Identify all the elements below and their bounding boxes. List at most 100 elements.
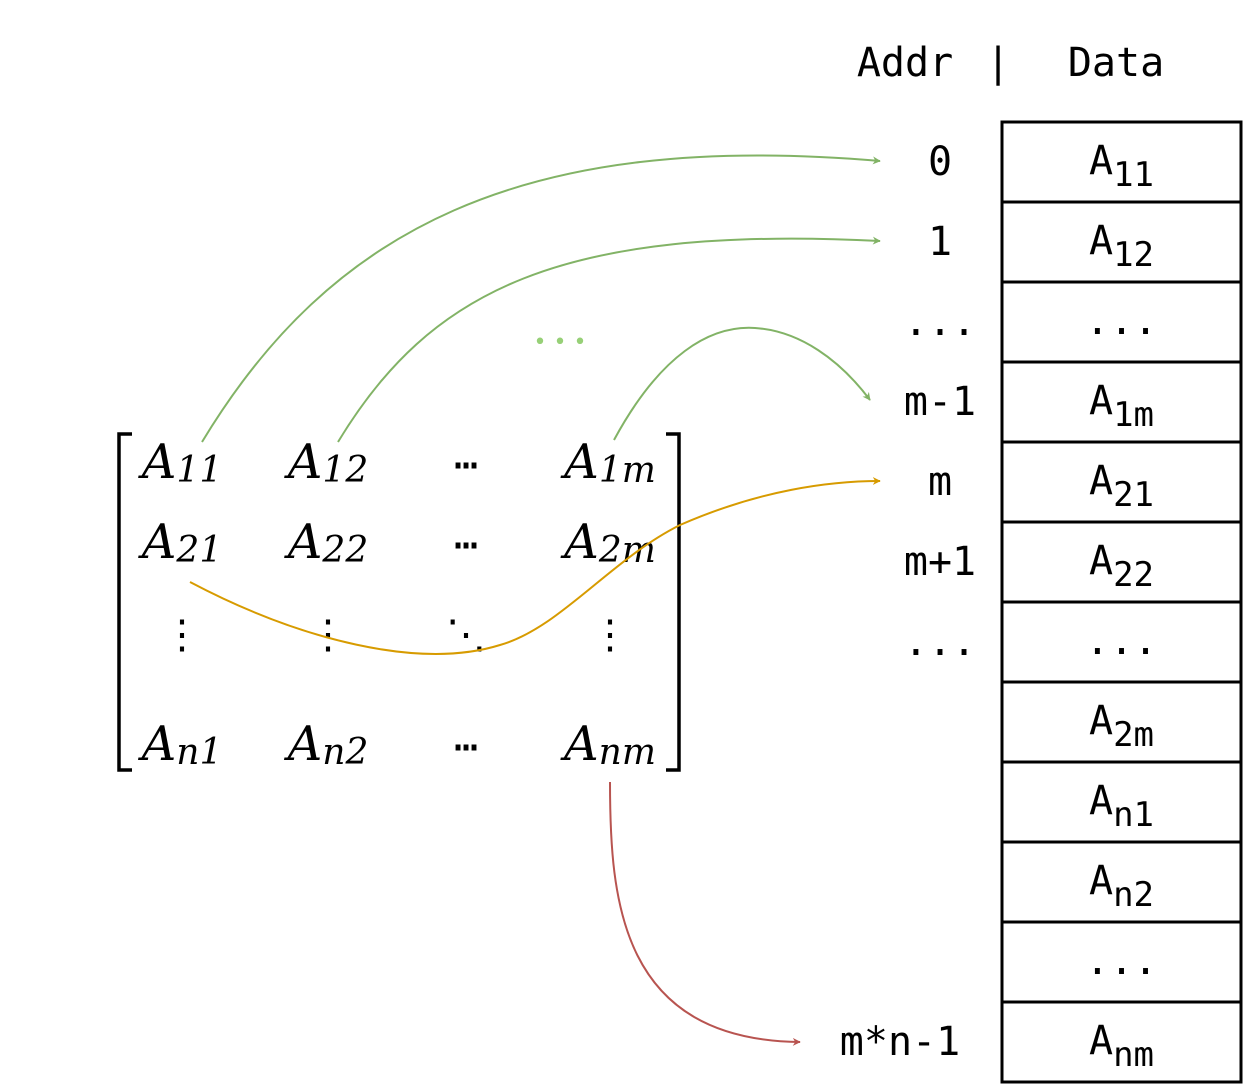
memory-cell-value: A11 [1089, 138, 1154, 195]
memory-cell-box [1000, 680, 1243, 764]
memory-cell-base: A [1089, 778, 1113, 824]
matrix-element-base: ⋮ [308, 612, 348, 658]
memory-cell-subscript: 1m [1113, 395, 1154, 435]
matrix-element-base: A [138, 514, 177, 570]
memory-cell-subscript: 2m [1113, 715, 1154, 755]
address-label: ... [904, 299, 976, 345]
matrix-element-base: ⋯ [454, 442, 478, 488]
memory-cell-value: ... [1085, 618, 1157, 664]
address-label: m+1 [904, 539, 976, 585]
ellipsis-green-dots: • • • [534, 330, 587, 355]
matrix-element: ⋮ [590, 612, 630, 658]
memory-cell: A1m [1000, 360, 1243, 444]
arrow-anm-to-addr-mn-1 [609, 781, 801, 1046]
memory-cell-box [1000, 1000, 1243, 1084]
memory-cell-value: A1m [1089, 378, 1154, 435]
memory-cell-value: A22 [1089, 538, 1154, 595]
matrix-element-base: ⋯ [454, 724, 478, 770]
matrix-element-subscript: 2m [598, 530, 656, 571]
memory-cell: A2m [1000, 680, 1243, 764]
arrow-a1m-to-addr-m-1 [613, 326, 871, 441]
matrix-element-base: A [138, 434, 177, 490]
header-separator: | [986, 40, 1010, 86]
memory-cell-value: A21 [1089, 458, 1154, 515]
matrix-element-base: A [284, 514, 323, 570]
matrix-element: ⋮ [162, 612, 202, 658]
memory-cell-base: A [1089, 698, 1113, 744]
matrix-element-base: A [284, 434, 323, 490]
matrix-element: ⋯ [454, 724, 478, 770]
matrix-element-base: A [560, 434, 599, 490]
memory-cell-base: ... [1085, 618, 1157, 664]
memory-cell: ... [1000, 600, 1243, 684]
memory-cell-base: A [1089, 378, 1113, 424]
memory-cell-subscript: n2 [1113, 875, 1154, 915]
address-label: ... [904, 619, 976, 665]
memory-cell-base: A [1089, 858, 1113, 904]
matrix-element-base: A [560, 514, 599, 570]
memory-cell-subscript: 11 [1113, 155, 1154, 195]
memory-cell-box [1000, 200, 1243, 284]
memory-cell: Anm [1000, 1000, 1243, 1084]
matrix-element: A11 [138, 434, 222, 491]
matrix-element: An1 [138, 716, 223, 773]
matrix-left-bracket [117, 432, 132, 772]
memory-cell-value: An2 [1089, 858, 1154, 915]
memory-cell-base: ... [1085, 938, 1157, 984]
matrix-element: ⋯ [454, 522, 478, 568]
memory-cell-value: A2m [1089, 698, 1154, 755]
memory-cell-value: ... [1085, 938, 1157, 984]
matrix-element-subscript: 12 [322, 450, 368, 491]
memory-cell-box [1000, 440, 1243, 524]
memory-cell: ... [1000, 280, 1243, 364]
memory-cell-box [1000, 520, 1243, 604]
matrix-element-subscript: 22 [321, 530, 368, 571]
matrix-element: A2m [560, 514, 656, 571]
arrow-a21-to-addr-m [189, 477, 881, 655]
address-label: m*n-1 [840, 1019, 960, 1065]
memory-cell-subscript: 22 [1113, 555, 1154, 595]
memory-cell-base: A [1089, 218, 1113, 264]
matrix-element-base: ⋱ [446, 612, 486, 658]
matrix-element-subscript: n1 [176, 732, 222, 773]
memory-cell-subscript: 21 [1113, 475, 1154, 515]
matrix-element: ⋮ [308, 612, 348, 658]
data-header: Data [1068, 40, 1164, 86]
matrix-element-base: A [560, 716, 599, 772]
matrix-element: A1m [560, 434, 656, 491]
memory-cell: ... [1000, 920, 1243, 1004]
matrix-element-base: ⋮ [590, 612, 630, 658]
memory-cell-value: Anm [1089, 1018, 1154, 1075]
memory-cell-base: A [1089, 1018, 1113, 1064]
matrix-element-subscript: 21 [175, 530, 222, 571]
memory-cell-value: ... [1085, 298, 1157, 344]
matrix-element: Anm [560, 716, 656, 773]
matrix-element: An2 [284, 716, 369, 773]
memory-cell-base: A [1089, 138, 1113, 184]
memory-cell-base: A [1089, 538, 1113, 584]
memory-cell-value: An1 [1089, 778, 1154, 835]
memory-cell-box [1000, 360, 1243, 444]
arrow-a12-to-addr-1 [337, 236, 881, 443]
matrix-element-base: A [138, 716, 177, 772]
matrix-element-subscript: n2 [322, 732, 368, 773]
memory-cell: A11 [1000, 120, 1243, 204]
address-label: m-1 [904, 379, 976, 425]
matrix-element-subscript: 11 [176, 450, 222, 491]
memory-cell-box [1000, 840, 1243, 924]
matrix-element-subscript: nm [599, 732, 656, 773]
address-label: 1 [928, 219, 952, 265]
memory-cell: A22 [1000, 520, 1243, 604]
addr-header: Addr [857, 40, 953, 86]
matrix-element: A12 [284, 434, 368, 491]
matrix-element: ⋯ [454, 442, 478, 488]
matrix-element-base: ⋮ [162, 612, 202, 658]
matrix-element-subscript: 1m [599, 450, 656, 491]
memory-cell: An2 [1000, 840, 1243, 924]
arrow-a11-to-addr-0 [201, 154, 881, 443]
address-label: m [928, 459, 952, 505]
matrix-right-bracket [666, 432, 681, 772]
